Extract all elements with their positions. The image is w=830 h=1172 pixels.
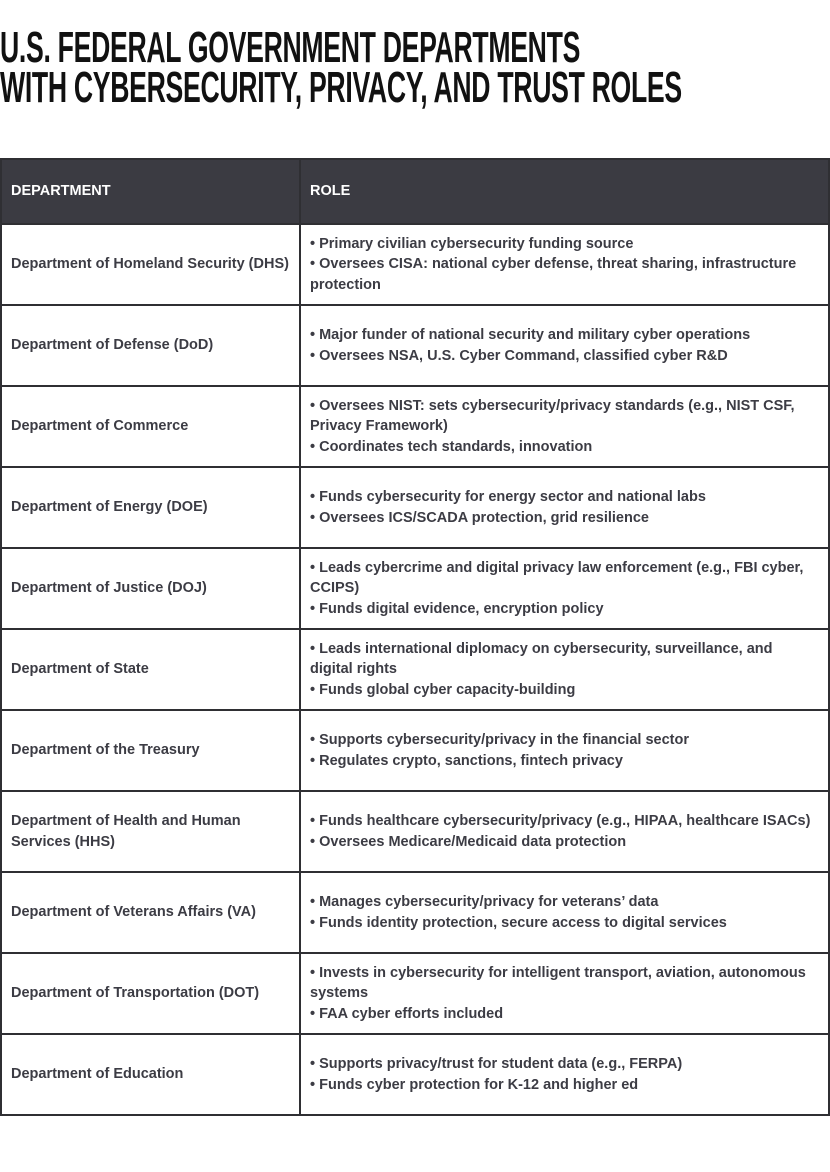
role-cell: • Major funder of national security and … <box>299 304 830 387</box>
department-cell: Department of Health and Human Services … <box>0 790 301 873</box>
table-row: Department of Transportation (DOT) • Inve… <box>0 952 830 1035</box>
role-item: • Funds digital evidence, encryption pol… <box>310 600 604 617</box>
table-row: Department of Energy (DOE) • Funds cybers… <box>0 466 830 549</box>
department-cell: Department of Transportation (DOT) <box>0 952 301 1035</box>
role-item: • Regulates crypto, sanctions, fintech p… <box>310 752 623 769</box>
role-item: • Leads international diplomacy on cyber… <box>310 640 773 678</box>
role-cell: • Oversees NIST: sets cybersecurity/priv… <box>299 385 830 468</box>
table-row: Department of Homeland Security (DHS) • P… <box>0 223 830 306</box>
table-row: Department of Veterans Affairs (VA) • Man… <box>0 871 830 954</box>
role-cell: • Funds cybersecurity for energy sector … <box>299 466 830 549</box>
department-cell: Department of the Treasury <box>0 709 301 792</box>
table-row: Department of Health and Human Services … <box>0 790 830 873</box>
role-item: • Manages cybersecurity/privacy for vete… <box>310 894 659 910</box>
department-cell: Department of Commerce <box>0 385 301 468</box>
role-cell: • Supports cybersecurity/privacy in the … <box>299 709 830 792</box>
header-cell: DEPARTMENT <box>0 158 301 225</box>
table-row: Department of Justice (DOJ) • Leads cyber… <box>0 547 830 630</box>
department-cell: Department of Energy (DOE) <box>0 466 301 549</box>
department-cell: Department of Justice (DOJ) <box>0 547 301 630</box>
title: U.S. FEDERAL GOVERNMENT DEPARTMENTS WITH… <box>0 28 830 118</box>
table-row: Department of State • Leads international… <box>0 628 830 711</box>
table-row: Department of Defense (DoD) • Major funde… <box>0 304 830 387</box>
role-item: • Coordinates tech standards, innovation <box>310 438 593 455</box>
table-row: Department of Education • Supports privac… <box>0 1033 830 1116</box>
role-cell: • Invests in cybersecurity for intellige… <box>299 952 830 1035</box>
header-cell: ROLE <box>299 158 830 225</box>
role-item: • Oversees NSA, U.S. Cyber Command, clas… <box>310 347 728 364</box>
role-cell: • Leads international diplomacy on cyber… <box>299 628 830 711</box>
title-line: WITH CYBERSECURITY, PRIVACY, AND TRUST R… <box>0 63 682 112</box>
department-cell: Department of Defense (DoD) <box>0 304 301 387</box>
role-item: • Invests in cybersecurity for intellige… <box>310 964 806 1002</box>
table-row: Department of the Treasury • Supports cyb… <box>0 709 830 792</box>
role-cell: • Primary civilian cybersecurity funding… <box>299 223 830 306</box>
role-item: • Funds identity protection, secure acce… <box>310 914 727 931</box>
table-row: Department of Commerce • Oversees NIST: s… <box>0 385 830 468</box>
role-item: • Funds cyber protection for K-12 and hi… <box>310 1076 639 1093</box>
role-item: • Major funder of national security and … <box>310 327 751 343</box>
role-cell: • Funds healthcare cybersecurity/privacy… <box>299 790 830 873</box>
table-body: Department of Homeland Security (DHS) • P… <box>0 223 830 1116</box>
role-item: • Supports cybersecurity/privacy in the … <box>310 732 689 748</box>
title-line: U.S. FEDERAL GOVERNMENT DEPARTMENTS <box>0 28 581 72</box>
department-cell: Department of Homeland Security (DHS) <box>0 223 301 306</box>
department-cell: Department of Education <box>0 1033 301 1116</box>
role-item: • Funds cybersecurity for energy sector … <box>310 489 706 505</box>
role-cell: • Manages cybersecurity/privacy for vete… <box>299 871 830 954</box>
role-cell: • Supports privacy/trust for student dat… <box>299 1033 830 1116</box>
role-item: • Funds global cyber capacity-building <box>310 681 576 698</box>
role-item: • Funds healthcare cybersecurity/privacy… <box>310 813 811 829</box>
role-item: • Oversees ICS/SCADA protection, grid re… <box>310 509 649 526</box>
role-item: • FAA cyber efforts included <box>310 1005 504 1022</box>
department-cell: Department of Veterans Affairs (VA) <box>0 871 301 954</box>
role-item: • Oversees NIST: sets cybersecurity/priv… <box>310 397 795 435</box>
role-item: • Oversees CISA: national cyber defense,… <box>310 256 797 293</box>
role-item: • Supports privacy/trust for student dat… <box>310 1056 683 1072</box>
role-item: • Primary civilian cybersecurity funding… <box>310 235 634 252</box>
role-item: • Leads cybercrime and digital privacy l… <box>310 559 804 597</box>
role-item: • Oversees Medicare/Medicaid data protec… <box>310 833 627 850</box>
role-cell: • Leads cybercrime and digital privacy l… <box>299 547 830 630</box>
department-cell: Department of State <box>0 628 301 711</box>
header-row: DEPARTMENT ROLE <box>0 158 830 225</box>
departments-table: DEPARTMENT ROLE Department of Homeland S… <box>0 158 830 1116</box>
